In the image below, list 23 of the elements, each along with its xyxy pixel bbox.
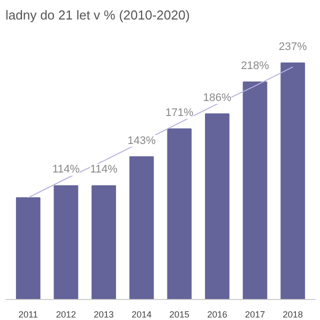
bar — [16, 197, 40, 300]
bar — [242, 81, 268, 300]
x-tick-label: 2016 — [207, 310, 228, 320]
bar — [167, 128, 192, 300]
x-tick-label: 2013 — [94, 310, 114, 320]
bar — [92, 185, 116, 300]
bar — [280, 62, 306, 300]
data-label: 237% — [278, 40, 308, 53]
bar — [204, 113, 230, 300]
x-tick-label: 2015 — [169, 310, 190, 320]
data-label: 114% — [90, 164, 118, 176]
data-label: 218% — [240, 60, 270, 72]
x-tick-label: 2011 — [18, 310, 38, 320]
bar — [54, 185, 78, 300]
x-tick-label: 2017 — [245, 310, 266, 320]
data-label: 186% — [203, 92, 232, 104]
x-tick-label: 2012 — [56, 310, 76, 320]
x-tick-label: 2018 — [282, 310, 303, 320]
data-label: 171% — [165, 106, 194, 119]
bar — [129, 156, 154, 300]
chart-title: ladny do 21 let v % (2010-2020) — [6, 8, 190, 22]
x-tick-label: 2014 — [132, 310, 152, 320]
data-label: 114% — [52, 164, 80, 176]
